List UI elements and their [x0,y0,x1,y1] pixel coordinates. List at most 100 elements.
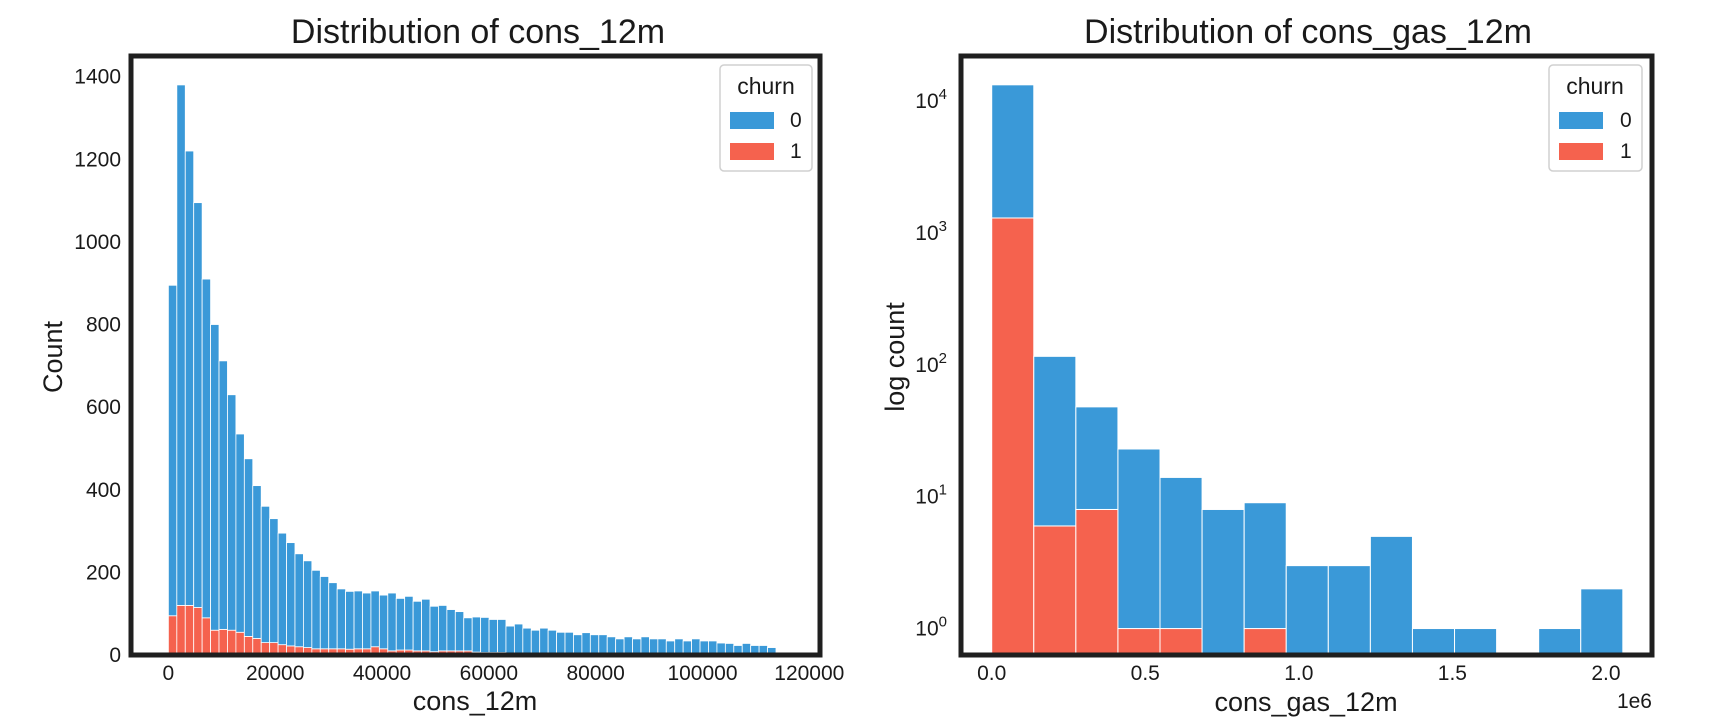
chart2-bar-churn0-7 [1285,565,1329,656]
chart1-y-tick-label-3: 600 [86,396,121,419]
chart1-bar-churn0-45 [547,629,557,654]
chart1-bar-churn0-4 [201,278,211,619]
chart2-legend-swatch-1 [1559,143,1603,160]
chart1-bar-churn0-22 [353,590,363,650]
chart2-frame [958,53,1655,658]
chart1-bar-churn1-5 [210,629,220,656]
chart2-bar-churn1-3 [1117,628,1161,656]
chart2-x-ticks: 0.0 0.5 1.0 1.5 2.0 [977,662,1620,685]
chart1-bar-churn0-44 [539,627,549,654]
chart1-bar-churn0-46 [556,631,566,654]
chart2-legend-label-0: 0 [1620,109,1632,132]
chart1-bar-churn0-9 [243,458,254,637]
chart1-bar-churn0-56 [640,636,650,654]
chart2-bar-churn0-0 [991,84,1035,219]
chart2-bar-churn1-2 [1075,508,1119,656]
chart2-y-label: log count [880,302,910,412]
chart2-y-tick-label-2: 102 [915,350,947,377]
chart2-bar-churn1-1 [1033,525,1077,656]
chart2-bar-churn0-6 [1243,502,1287,630]
chart1-legend-label-0: 0 [790,109,802,132]
chart1-legend-title: churn [737,73,795,99]
chart2-legend-swatch-0 [1559,112,1603,129]
chart2-x-tick-label-3: 1.5 [1438,662,1467,685]
chart1-bar-churn0-16 [303,560,313,648]
chart2-legend: churn 0 1 [1548,64,1643,172]
chart1-bar-churn0-14 [286,542,296,647]
chart1-bar-churn0-42 [522,627,532,654]
chart2-bar-churn0-11 [1454,628,1498,656]
chart1-bar-churn0-25 [378,594,389,650]
chart1-legend: churn 0 1 [719,64,813,172]
chart1-bar-churn0-35 [463,617,473,652]
chart1-bar-churn0-41 [513,623,524,654]
chart1-y-tick-label-0: 0 [109,644,121,667]
chart1-legend-swatch-0 [730,112,774,129]
chart1-y-tick-label-7: 1400 [74,66,121,89]
chart1-bar-churn0-8 [235,433,245,633]
chart1-bar-churn0-47 [564,631,574,654]
chart1-bar-churn1-3 [193,607,203,656]
chart1-bar-churn0-24 [370,590,380,648]
chart1-bar-churn0-65 [716,642,726,654]
chart1-bar-churn0-27 [395,598,406,651]
chart2-bar-churn1-6 [1243,628,1287,656]
chart2-bar-churn0-2 [1075,406,1119,510]
chart2-bar-churn0-14 [1580,588,1624,656]
chart1-bar-churn0-17 [311,569,321,650]
chart1-y-tick-label-6: 1200 [74,148,121,171]
chart1-bar-churn0-18 [319,576,330,650]
chart2-y-tick-label-4: 104 [915,86,947,113]
chart2-bar-churn0-5 [1201,508,1245,656]
chart1-x-tick-label-2: 40000 [353,662,411,685]
chart1-bar-churn1-0 [167,615,178,656]
chart1-bar-churn0-6 [218,360,228,630]
chart2-x-label: cons_gas_12m [1214,687,1397,717]
chart1-bar-churn0-63 [699,640,709,654]
chart2-bar-churn0-10 [1411,628,1456,656]
chart1-bar-churn0-36 [471,616,482,653]
chart1-bar-churn0-33 [446,609,456,652]
chart1-y-tick-label-2: 400 [86,479,121,502]
chart1-bar-churn0-59 [665,640,676,654]
chart1-y-tick-label-5: 1000 [74,231,121,254]
chart2-bar-churn0-1 [1033,355,1077,527]
chart2-bar-churn0-3 [1117,448,1161,630]
chart1-bar-churn1-6 [218,628,228,656]
chart1-bar-churn0-64 [708,640,718,654]
chart2-x-tick-label-0: 0.0 [977,662,1006,685]
chart1-bar-churn1-4 [201,617,211,656]
chart1-bar-churn0-52 [606,636,617,654]
chart1-bar-churn0-5 [210,324,220,631]
chart1-x-tick-label-4: 80000 [566,662,624,685]
chart2-x-tick-label-2: 1.0 [1284,662,1313,685]
chart1-bar-churn0-0 [167,284,178,617]
chart1-bar-churn0-68 [741,643,752,655]
chart2-title: Distribution of cons_gas_12m [1084,13,1532,51]
chart1-bar-churn0-53 [615,638,625,654]
chart1-bar-churn0-13 [277,532,287,646]
chart1-bar-churn0-32 [438,605,448,652]
chart1-bar-churn0-62 [691,638,701,654]
chart1-x-tick-label-5: 100000 [667,662,737,685]
chart1-bar-churn0-30 [421,598,431,652]
chart1-bar-churn1-8 [235,631,245,656]
chart1-bar-churn0-55 [632,638,642,654]
chart1-title: Distribution of cons_12m [291,13,665,51]
chart1-x-label: cons_12m [413,686,538,716]
chart1-bar-churn0-66 [724,643,735,655]
chart1-bar-churn0-43 [530,629,541,654]
chart1-bar-churn0-29 [412,600,422,652]
chart2-y-tick-label-0: 100 [915,614,947,641]
chart2-bar-churn0-4 [1159,476,1203,630]
chart2-bar-churn1-4 [1159,628,1203,656]
chart1-x-ticks: 0 20000 40000 60000 80000 100000 120000 [163,662,845,685]
chart1-y-label: Count [38,320,68,393]
chart1-legend-swatch-1 [730,143,774,160]
chart1-frame [128,53,823,658]
chart1-bars [167,84,777,656]
chart1-bar-churn1-1 [176,605,186,656]
chart2-bar-churn0-8 [1327,565,1371,656]
chart1-bar-churn0-28 [404,595,414,651]
